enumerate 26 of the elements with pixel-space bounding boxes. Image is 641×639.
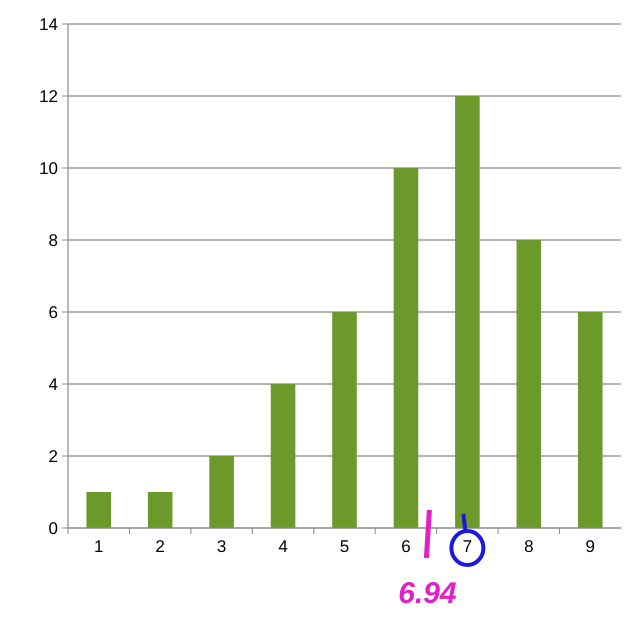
x-tick-label: 1 xyxy=(94,537,104,556)
x-tick-label: 5 xyxy=(340,537,350,556)
x-tick-label: 6 xyxy=(401,537,411,556)
bar xyxy=(516,240,542,528)
y-tick-label: 0 xyxy=(48,518,58,538)
y-tick-label: 2 xyxy=(48,446,58,466)
bar xyxy=(394,168,418,528)
bar xyxy=(270,384,296,528)
x-tick-label: 3 xyxy=(216,537,226,556)
y-tick-label: 8 xyxy=(48,230,58,250)
text: 6.94 xyxy=(398,577,457,610)
y-tick-label: 10 xyxy=(39,158,58,178)
y-tick-label: 14 xyxy=(39,14,58,34)
y-tick-label: 6 xyxy=(48,302,58,322)
y-tick-label: 4 xyxy=(48,374,58,394)
bar xyxy=(332,312,357,528)
bar xyxy=(148,492,172,528)
bar xyxy=(578,312,603,528)
x-tick-label: 7 xyxy=(462,537,472,556)
x-tick-label: 2 xyxy=(155,537,165,556)
y-tick-label: 12 xyxy=(39,86,58,106)
bar xyxy=(86,492,112,528)
bar xyxy=(209,456,234,528)
x-tick-label: 9 xyxy=(586,537,596,556)
x-tick-label: 4 xyxy=(278,537,288,556)
x-tick-label: 8 xyxy=(524,537,534,556)
